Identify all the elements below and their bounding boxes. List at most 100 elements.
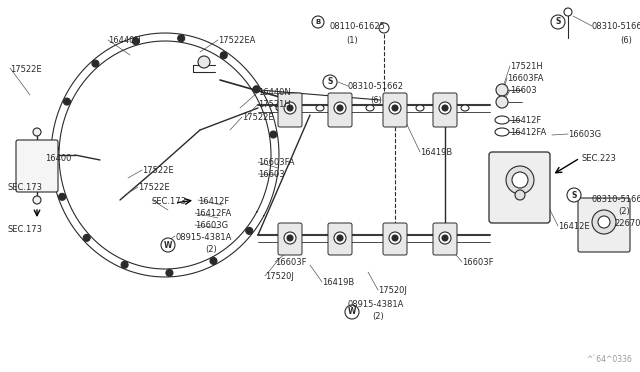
Circle shape (496, 84, 508, 96)
Circle shape (337, 105, 343, 111)
Circle shape (592, 210, 616, 234)
Text: (2): (2) (205, 245, 217, 254)
Circle shape (439, 102, 451, 114)
Circle shape (284, 102, 296, 114)
Circle shape (392, 235, 398, 241)
FancyBboxPatch shape (433, 93, 457, 127)
Circle shape (198, 56, 210, 68)
Text: 16412FA: 16412FA (195, 209, 231, 218)
Circle shape (389, 232, 401, 244)
Text: SEC.223: SEC.223 (582, 154, 617, 163)
Text: 17521H: 17521H (510, 62, 543, 71)
Circle shape (166, 269, 173, 276)
Text: 17522EA: 17522EA (218, 36, 255, 45)
Text: (2): (2) (372, 312, 384, 321)
Circle shape (210, 257, 217, 264)
Text: W: W (348, 308, 356, 317)
Circle shape (598, 216, 610, 228)
Circle shape (564, 8, 572, 16)
Text: 16412F: 16412F (198, 197, 229, 206)
Text: 17522E: 17522E (242, 113, 274, 122)
Text: 16603: 16603 (510, 86, 536, 95)
Text: W: W (164, 241, 172, 250)
Ellipse shape (461, 105, 469, 111)
Text: 08915-4381A: 08915-4381A (348, 300, 404, 309)
FancyBboxPatch shape (578, 198, 630, 252)
Circle shape (496, 96, 508, 108)
FancyBboxPatch shape (328, 93, 352, 127)
Circle shape (551, 15, 565, 29)
Circle shape (334, 102, 346, 114)
Text: SEC.173: SEC.173 (152, 197, 187, 206)
Circle shape (287, 105, 293, 111)
Circle shape (512, 172, 528, 188)
Circle shape (83, 234, 90, 241)
Text: 08110-61625: 08110-61625 (330, 22, 386, 31)
Circle shape (442, 105, 448, 111)
Circle shape (345, 305, 359, 319)
Circle shape (287, 235, 293, 241)
Text: (2): (2) (618, 207, 630, 216)
Circle shape (132, 38, 140, 45)
Text: 16440N: 16440N (258, 88, 291, 97)
Circle shape (392, 105, 398, 111)
Text: 16412F: 16412F (510, 116, 541, 125)
Ellipse shape (276, 105, 284, 111)
Text: 16603FA: 16603FA (258, 158, 294, 167)
Circle shape (63, 98, 70, 105)
Text: SEC.173: SEC.173 (8, 183, 43, 192)
Circle shape (220, 52, 227, 59)
Text: S: S (327, 77, 333, 87)
Circle shape (439, 232, 451, 244)
Text: 08915-4381A: 08915-4381A (175, 233, 232, 242)
Text: S: S (556, 17, 561, 26)
Text: 17522E: 17522E (138, 183, 170, 192)
FancyBboxPatch shape (278, 223, 302, 255)
Text: 17522E: 17522E (142, 166, 173, 175)
FancyBboxPatch shape (383, 93, 407, 127)
Circle shape (121, 261, 128, 268)
FancyBboxPatch shape (433, 223, 457, 255)
FancyBboxPatch shape (489, 152, 550, 223)
Circle shape (92, 60, 99, 67)
Text: 16419B: 16419B (322, 278, 355, 287)
Text: (6): (6) (370, 96, 382, 105)
Text: 16419B: 16419B (420, 148, 452, 157)
Circle shape (33, 128, 41, 136)
Text: 08310-51662: 08310-51662 (348, 82, 404, 91)
Text: 08310-51662: 08310-51662 (592, 22, 640, 31)
Circle shape (515, 190, 525, 200)
Circle shape (442, 235, 448, 241)
Text: 17521H: 17521H (258, 100, 291, 109)
Circle shape (379, 23, 389, 33)
Text: 16603G: 16603G (195, 221, 228, 230)
Circle shape (337, 235, 343, 241)
Ellipse shape (495, 116, 509, 124)
Text: 16412FA: 16412FA (510, 128, 547, 137)
Circle shape (246, 227, 253, 234)
Circle shape (284, 232, 296, 244)
Circle shape (312, 16, 324, 28)
Ellipse shape (316, 105, 324, 111)
Text: 16603FA: 16603FA (507, 74, 543, 83)
Text: 16603G: 16603G (568, 130, 601, 139)
Text: B: B (316, 19, 321, 25)
Text: 16603F: 16603F (275, 258, 307, 267)
FancyBboxPatch shape (16, 140, 58, 192)
Text: 16400: 16400 (45, 154, 72, 163)
Text: (1): (1) (346, 36, 358, 45)
Text: (6): (6) (620, 36, 632, 45)
Text: ^`64^0336: ^`64^0336 (586, 355, 632, 364)
Text: 08310-51662: 08310-51662 (592, 195, 640, 204)
Text: 16603F: 16603F (462, 258, 493, 267)
Text: 16412E: 16412E (558, 222, 589, 231)
Text: S: S (572, 190, 577, 199)
Ellipse shape (366, 105, 374, 111)
Circle shape (253, 86, 260, 93)
Circle shape (161, 238, 175, 252)
Ellipse shape (495, 128, 509, 136)
Text: 16440N: 16440N (108, 36, 141, 45)
Text: 17520J: 17520J (378, 286, 407, 295)
Circle shape (323, 75, 337, 89)
FancyBboxPatch shape (383, 223, 407, 255)
